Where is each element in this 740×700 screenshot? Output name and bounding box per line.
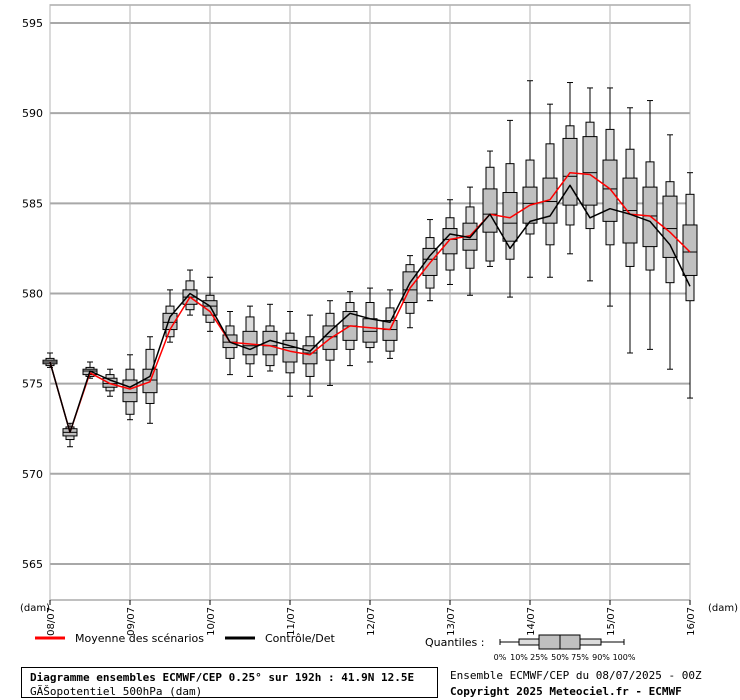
x-tick-label: 15/07 (606, 607, 617, 636)
box-p25-p75 (602, 159, 618, 222)
legend-label: Moyenne des scénarios (75, 632, 204, 645)
box-step (622, 107, 638, 354)
y-tick-label: 570 (22, 468, 43, 481)
box-step (502, 119, 518, 298)
x-tick-label: 16/07 (686, 607, 697, 636)
series-lines (49, 171, 691, 434)
x-tick-label: 13/07 (446, 607, 457, 636)
quantile-level-label: 50% (551, 653, 569, 662)
chart-subtitle: GÃŠopotentiel 500hPa (dam) (30, 685, 203, 698)
y-tick-label: 595 (22, 17, 43, 30)
box-step (562, 82, 578, 255)
x-tick-label: 11/07 (286, 607, 297, 636)
x-tick-label: 08/07 (46, 607, 57, 636)
y-tick-label: 565 (22, 558, 43, 571)
x-tick-label: 12/07 (366, 607, 377, 636)
y-unit-left: (dam) (20, 603, 50, 614)
box-p25-p75 (322, 325, 338, 350)
y-unit-right: (dam) (708, 603, 738, 614)
y-axis: 565 570 575 580 585 590 595 (dam) (dam) (20, 17, 738, 614)
legend: Moyenne des scénarios Contrôle/Det Quantil… (35, 632, 636, 662)
quantile-level-label: 90% (592, 653, 610, 662)
x-tick-label: 10/07 (206, 607, 217, 636)
box-p25-p75 (442, 228, 458, 255)
box-p25-p75 (382, 320, 398, 341)
y-tick-label: 590 (22, 107, 43, 120)
quantile-level-label: 100% (613, 653, 636, 662)
chart-title-box: Diagramme ensembles ECMWF/CEP 0.25° sur … (21, 667, 438, 698)
run-info: Ensemble ECMWF/CEP du 08/07/2025 - 00Z (450, 669, 702, 682)
grid-lines (49, 4, 691, 601)
box-p25-p75 (122, 379, 138, 403)
quantile-level-label: 0% (494, 653, 507, 662)
y-tick-label: 580 (22, 287, 43, 300)
box-step (362, 287, 378, 363)
x-tick-label: 14/07 (526, 607, 537, 636)
legend-label: Contrôle/Det (265, 632, 335, 645)
box-step (602, 87, 618, 307)
quantile-level-label: 75% (571, 653, 589, 662)
y-tick-label: 575 (22, 378, 43, 391)
box-p25-p75 (582, 136, 598, 206)
quantiles-label: Quantiles : (425, 636, 484, 649)
series-line (49, 184, 691, 434)
box-p25-p75 (482, 188, 498, 233)
x-tick-label: 09/07 (126, 607, 137, 636)
y-tick-label: 585 (22, 197, 43, 210)
box-p25-p75 (662, 195, 678, 258)
box-p25-p75 (362, 318, 378, 343)
quantile-level-label: 10% (510, 653, 528, 662)
chart-title: Diagramme ensembles ECMWF/CEP 0.25° sur … (30, 671, 415, 684)
x-axis: 08/07 09/07 10/07 11/07 12/07 13/07 14/07 15/07… (46, 600, 697, 636)
series-line (49, 171, 691, 434)
quantile-level-label: 25% (530, 653, 548, 662)
copyright: Copyright 2025 Meteociel.fr - ECMWF (450, 685, 682, 698)
box-p25-p75 (682, 224, 698, 276)
box-p25-p75 (562, 137, 578, 206)
